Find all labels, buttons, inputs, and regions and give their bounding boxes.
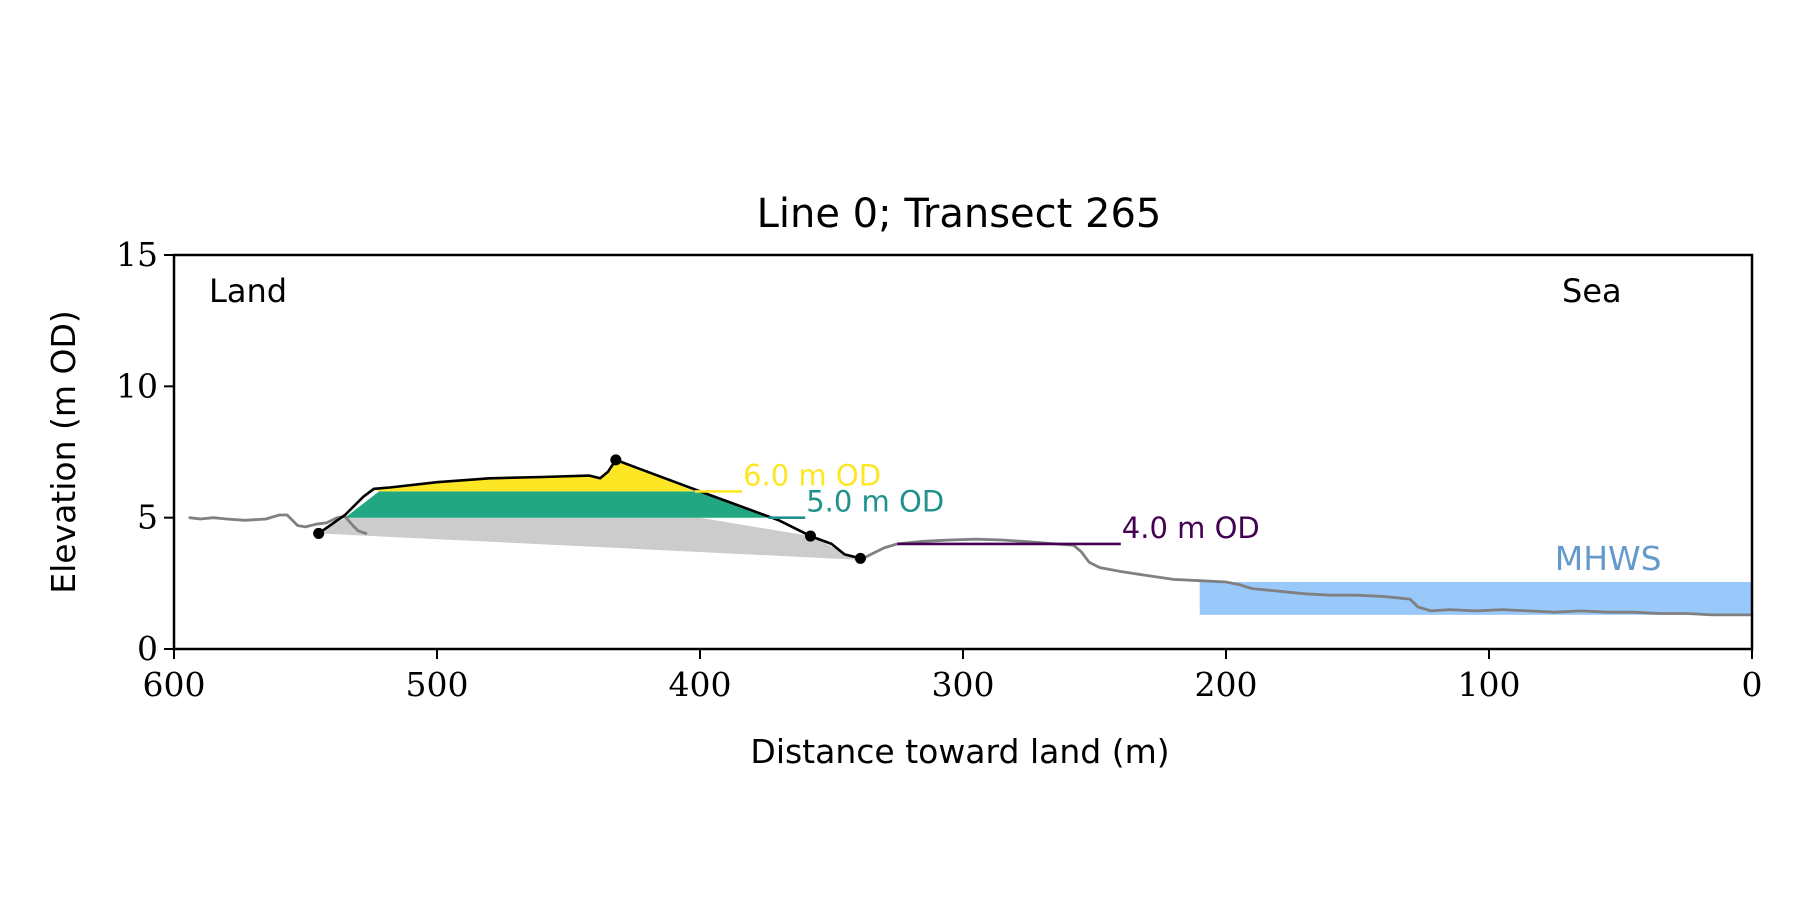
x-axis-title: Distance toward land (m): [750, 732, 1169, 771]
x-tick-label-6: 0: [1742, 665, 1763, 704]
dune-point-marker-1: [610, 454, 622, 466]
y-axis-title: Elevation (m OD): [44, 310, 83, 594]
level-label-0: 6.0 m OD: [743, 458, 881, 492]
plot-area: 6.0 m OD5.0 m OD 4.0 m OD MHWS: [188, 454, 1754, 617]
ground-profile-line-1: [856, 537, 1754, 617]
level-label-1: 5.0 m OD: [806, 485, 944, 519]
sea-label: Sea: [1562, 272, 1622, 310]
y-tick-label-1: 5: [137, 498, 158, 537]
x-tick-label-5: 100: [1458, 665, 1521, 704]
ground-profile-line-0: [188, 513, 368, 535]
y-tick-label-0: 0: [137, 629, 158, 668]
mhws-label: MHWS: [1555, 539, 1662, 578]
axes: 600 500 400 300 200 100 0 0 5 10 15: [116, 235, 1763, 704]
x-tick-label-4: 200: [1195, 665, 1258, 704]
land-label: Land: [209, 272, 287, 310]
dune-point-marker-3: [854, 552, 866, 564]
mhws-fill-region: [1199, 582, 1752, 615]
base-fill-region: [318, 517, 858, 560]
level-label-2: 4.0 m OD: [1122, 511, 1260, 545]
x-tick-label-1: 500: [406, 665, 469, 704]
dune-point-marker-0: [313, 527, 325, 539]
y-tick-label-2: 10: [116, 366, 158, 405]
level-6m-fill-region: [373, 459, 695, 492]
x-tick-label-2: 400: [669, 665, 732, 704]
x-tick-label-3: 300: [932, 665, 995, 704]
chart-title: Line 0; Transect 265: [757, 191, 1162, 237]
level-5m-fill-region: [345, 491, 769, 518]
y-tick-label-3: 15: [116, 235, 158, 274]
dune-point-marker-2: [804, 530, 816, 542]
x-tick-label-0: 600: [143, 665, 206, 704]
